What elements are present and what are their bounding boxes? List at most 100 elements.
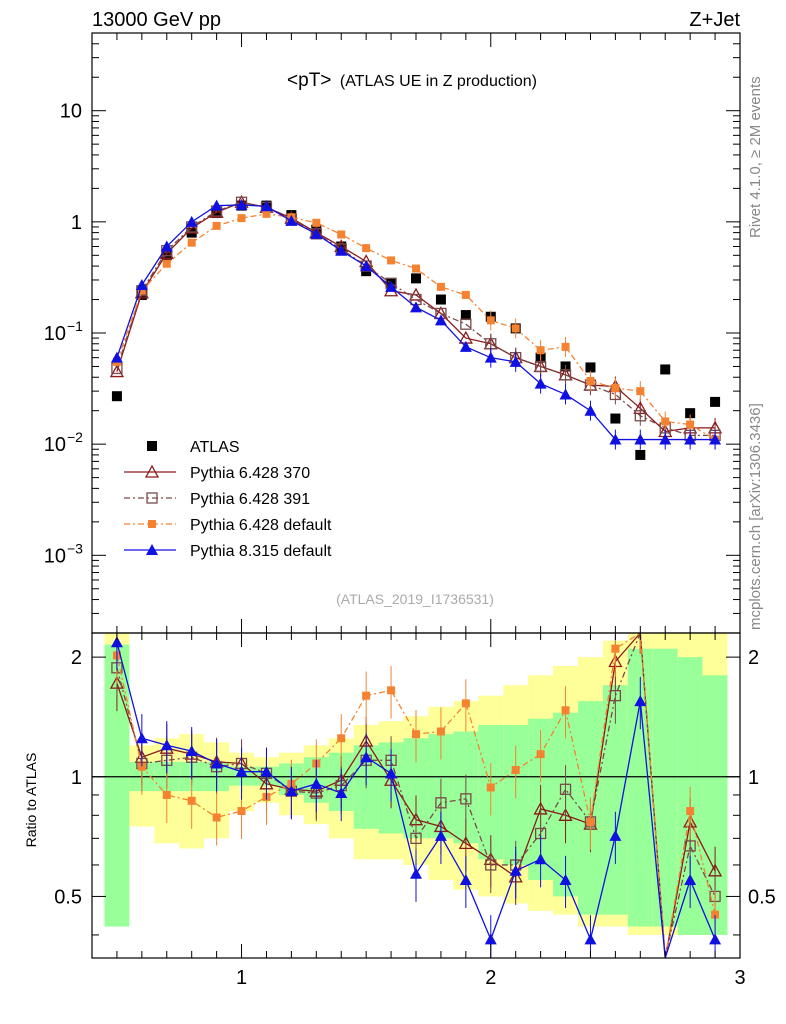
ratio-point <box>137 762 146 771</box>
ratio-point <box>237 807 246 816</box>
data-point <box>310 227 323 239</box>
band-green <box>652 648 678 927</box>
legend-marker <box>144 464 160 478</box>
ratio-point <box>511 766 520 775</box>
ratio-point <box>634 695 647 707</box>
data-point <box>160 240 173 252</box>
ratio-point <box>335 787 348 799</box>
x-tick-label: 3 <box>734 967 745 989</box>
data-point <box>460 318 472 330</box>
ratio-point <box>586 817 595 826</box>
ratio-series-3 <box>110 633 722 958</box>
ratio-point <box>385 767 398 779</box>
series-0 <box>111 200 721 460</box>
data-point <box>661 417 670 426</box>
ratio-point <box>534 853 547 865</box>
data-point <box>111 391 122 402</box>
data-point <box>312 218 321 227</box>
ratio-point <box>584 933 597 945</box>
ratio-point <box>360 751 373 763</box>
ratio-y-tick-label-right: 0.5 <box>748 886 776 908</box>
data-point <box>534 360 547 373</box>
data-point <box>584 404 597 416</box>
ratio-point <box>686 807 695 816</box>
data-point <box>184 220 199 234</box>
data-point <box>412 264 420 273</box>
ratio-point <box>684 840 696 852</box>
analysis-label: (ATLAS_2019_I1736531) <box>336 591 494 607</box>
data-point <box>362 244 371 253</box>
data-point <box>536 346 545 355</box>
x-tick-label: 1 <box>236 967 247 989</box>
ratio-point <box>337 734 346 743</box>
ratio-point <box>536 750 545 759</box>
y-tick-label: 10 <box>44 545 66 567</box>
series-3 <box>112 209 720 450</box>
ratio-point <box>609 689 622 702</box>
ratio-point <box>434 829 447 841</box>
ratio-point <box>559 873 572 885</box>
energy-label: 13000 GeV pp <box>92 9 221 31</box>
ratio-point <box>711 910 720 919</box>
data-point <box>387 256 396 265</box>
data-point <box>385 280 398 292</box>
legend-label: Pythia 6.428 391 <box>190 491 310 508</box>
data-point <box>559 388 572 400</box>
series-line-4 <box>116 204 716 441</box>
data-point <box>187 238 196 247</box>
data-point <box>461 290 470 299</box>
ratio-point <box>410 867 422 879</box>
ratio-y-tick-label-right: 1 <box>748 767 759 789</box>
ratio-point <box>611 644 620 653</box>
data-point <box>486 316 495 325</box>
ratio-point <box>212 813 221 822</box>
data-point <box>137 286 146 295</box>
series-line-3 <box>116 213 716 441</box>
chart-title-sub: (ATLAS UE in Z production) <box>340 73 537 90</box>
data-point <box>360 260 373 272</box>
data-point <box>509 355 522 367</box>
y-tick-label-exponent: −1 <box>67 318 83 334</box>
data-point <box>210 199 223 211</box>
data-point <box>435 294 446 305</box>
legend-item: ATLAS <box>147 439 240 456</box>
ratio-series-inner <box>112 633 720 958</box>
data-point <box>237 214 246 223</box>
data-point <box>110 351 123 363</box>
data-point <box>636 387 645 396</box>
y-tick-label: 10 <box>44 323 66 345</box>
ratio-point <box>684 873 697 885</box>
rivet-label: Rivet 4.1.0, ≥ 2M events <box>747 76 764 238</box>
legend-item: Pythia 8.315 default <box>124 543 332 560</box>
data-point <box>411 273 421 284</box>
ratio-point <box>559 783 572 795</box>
ratio-ylabel: Ratio to ATLAS <box>23 753 39 848</box>
process-label: Z+Jet <box>689 9 740 31</box>
ratio-point <box>362 691 371 700</box>
ratio-point <box>558 807 573 821</box>
ratio-point <box>410 832 422 844</box>
series-4 <box>110 198 722 450</box>
data-point <box>709 433 722 445</box>
series-line-1 <box>116 201 716 433</box>
series-1 <box>109 194 723 442</box>
ratio-point <box>436 727 445 736</box>
ratio-point <box>459 873 472 885</box>
data-point <box>585 362 596 373</box>
data-point <box>610 413 621 424</box>
ratio-point <box>135 732 148 744</box>
ratio-point <box>162 790 171 799</box>
series-line-2 <box>116 201 716 437</box>
data-point <box>337 230 346 239</box>
ratio-point <box>210 757 223 769</box>
data-point <box>559 369 572 381</box>
data-point <box>211 208 222 219</box>
data-point <box>710 396 721 407</box>
ratio-series-2 <box>112 633 720 958</box>
data-point <box>609 433 622 445</box>
data-point <box>534 377 547 389</box>
data-point <box>660 364 671 375</box>
legend-marker <box>146 492 158 504</box>
legend-item: Pythia 6.428 391 <box>124 491 310 508</box>
ratio-point <box>609 829 622 841</box>
